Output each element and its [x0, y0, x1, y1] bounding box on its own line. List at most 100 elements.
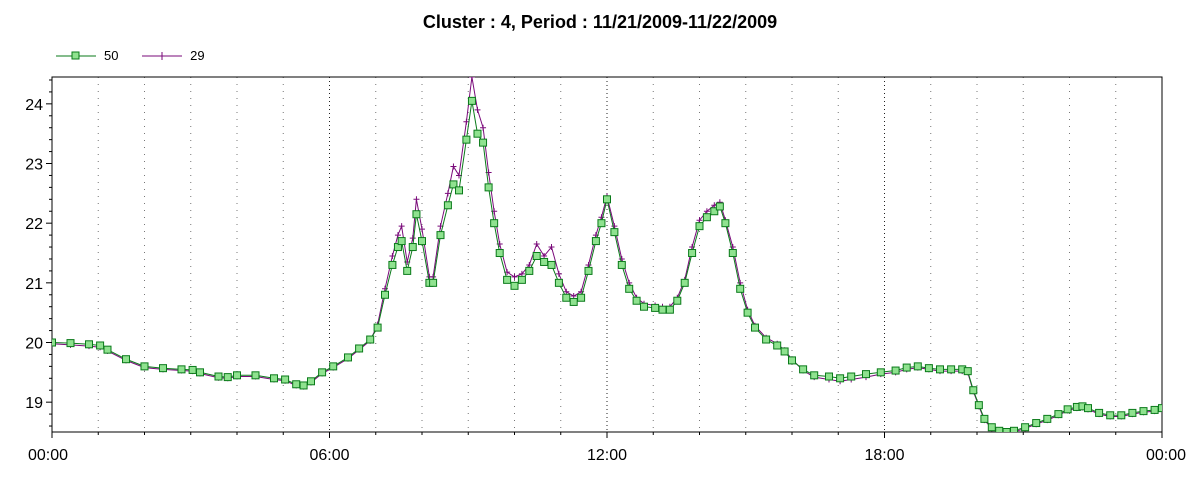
grid — [97, 77, 1117, 432]
data-point — [373, 323, 382, 332]
data-point — [381, 290, 389, 299]
data-point — [799, 365, 808, 374]
data-point — [270, 374, 278, 383]
data-point — [413, 196, 420, 203]
data-point — [403, 266, 412, 275]
data-point — [1084, 404, 1092, 413]
data-point — [876, 368, 885, 377]
data-point — [743, 308, 752, 317]
data-point — [688, 249, 697, 258]
data-point — [455, 186, 463, 195]
data-point — [344, 353, 352, 362]
data-point — [122, 355, 130, 364]
y-tick-label: 21 — [25, 276, 43, 293]
data-point — [355, 344, 364, 353]
data-point — [299, 381, 308, 390]
data-point — [490, 219, 499, 228]
data-point — [468, 77, 475, 80]
data-point — [233, 371, 241, 380]
x-tick-label: 18:00 — [864, 447, 904, 464]
data-point — [511, 273, 518, 280]
data-point — [510, 281, 519, 290]
data-point — [318, 368, 327, 377]
data-point — [980, 414, 989, 423]
data-point — [443, 201, 452, 210]
data-point — [710, 207, 719, 216]
data-point — [223, 373, 232, 382]
data-point — [429, 278, 438, 287]
data-point — [292, 380, 301, 389]
legend: 50 29 — [56, 48, 225, 68]
data-point — [554, 278, 563, 287]
data-point — [695, 222, 704, 231]
data-point — [473, 129, 482, 138]
data-point — [625, 284, 634, 293]
data-point — [632, 296, 641, 305]
x-tick-label: 00:00 — [28, 447, 68, 464]
data-point — [913, 362, 922, 371]
data-point — [780, 347, 789, 356]
data-point — [533, 241, 540, 248]
data-point — [525, 266, 534, 275]
data-point — [736, 284, 745, 293]
data-point — [196, 368, 204, 377]
data-point — [1128, 408, 1137, 417]
data-point — [517, 275, 526, 284]
x-tick-label: 00:00 — [1146, 447, 1186, 464]
data-point — [584, 266, 593, 275]
data-point — [548, 244, 555, 251]
data-point — [891, 366, 900, 375]
data-point — [947, 365, 956, 374]
data-point — [680, 278, 689, 287]
data-point — [1054, 410, 1063, 419]
y-tick-label: 24 — [25, 97, 43, 114]
data-point — [474, 106, 481, 113]
data-point — [408, 243, 417, 252]
data-point — [140, 362, 149, 371]
data-point — [398, 223, 405, 230]
data-point — [66, 339, 75, 348]
data-point — [444, 190, 451, 197]
data-point — [597, 219, 606, 228]
data-point — [463, 118, 470, 125]
data-point — [1158, 404, 1162, 413]
series-line — [52, 100, 1162, 432]
data-point — [995, 426, 1004, 432]
y-tick-label: 19 — [25, 395, 43, 412]
data-point — [936, 365, 944, 374]
data-point — [651, 303, 660, 312]
data-point — [412, 210, 421, 219]
data-point — [1021, 423, 1030, 432]
data-point — [555, 270, 562, 277]
data-point — [963, 367, 972, 376]
data-point — [1043, 414, 1052, 423]
data-point — [449, 180, 458, 189]
data-point — [1095, 408, 1104, 417]
data-point — [389, 252, 396, 259]
data-point — [721, 219, 730, 228]
data-point — [825, 372, 833, 381]
data-point — [1117, 411, 1126, 420]
data-point — [96, 341, 105, 350]
data-point — [902, 363, 911, 372]
data-point — [281, 375, 290, 384]
series-group — [52, 77, 1162, 432]
legend-item-series-2: 29 — [142, 48, 205, 63]
data-point — [177, 365, 186, 374]
data-point — [495, 249, 504, 258]
data-point — [366, 335, 375, 344]
data-point — [462, 135, 471, 144]
data-point — [987, 423, 996, 432]
y-tick-label: 23 — [25, 157, 43, 174]
data-point — [1139, 407, 1148, 416]
data-point — [329, 362, 338, 371]
axes: 00:00 06:00 12:00 18:00 00:00 19 20 21 22 23 24 — [25, 79, 1186, 464]
data-point — [503, 275, 512, 284]
data-point — [665, 305, 674, 314]
data-point — [924, 364, 933, 373]
chart-title: Cluster : 4, Period : 11/21/2009-11/22/2… — [422, 12, 778, 32]
data-point — [1150, 405, 1159, 414]
data-point — [836, 374, 845, 383]
data-point — [1002, 428, 1011, 432]
